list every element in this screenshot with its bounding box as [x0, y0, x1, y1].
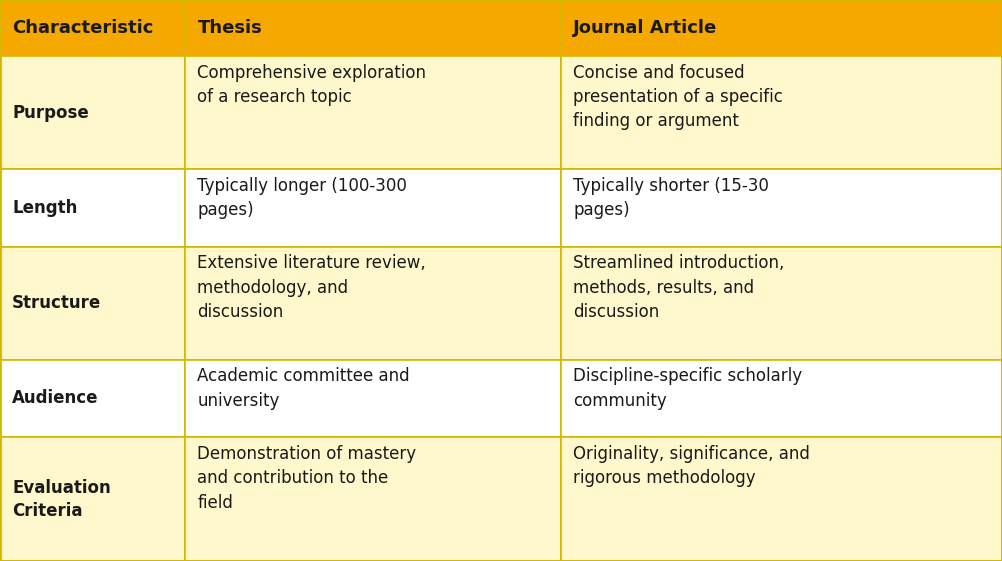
Polygon shape: [561, 0, 1002, 56]
Polygon shape: [561, 247, 1002, 360]
Text: Discipline-specific scholarly
community: Discipline-specific scholarly community: [573, 367, 803, 410]
Text: Structure: Structure: [12, 294, 101, 312]
Polygon shape: [561, 56, 1002, 169]
Text: Characteristic: Characteristic: [12, 19, 153, 37]
Text: Typically shorter (15-30
pages): Typically shorter (15-30 pages): [573, 177, 769, 219]
Polygon shape: [0, 360, 185, 437]
Polygon shape: [185, 169, 561, 247]
Polygon shape: [0, 169, 185, 247]
Text: Evaluation
Criteria: Evaluation Criteria: [12, 479, 111, 519]
Text: Purpose: Purpose: [12, 104, 89, 122]
Polygon shape: [185, 437, 561, 561]
Text: Typically longer (100-300
pages): Typically longer (100-300 pages): [197, 177, 407, 219]
Text: Length: Length: [12, 199, 77, 217]
Polygon shape: [185, 360, 561, 437]
Text: Extensive literature review,
methodology, and
discussion: Extensive literature review, methodology…: [197, 255, 426, 321]
Polygon shape: [185, 56, 561, 169]
Polygon shape: [561, 437, 1002, 561]
Polygon shape: [561, 169, 1002, 247]
Text: Demonstration of mastery
and contribution to the
field: Demonstration of mastery and contributio…: [197, 445, 417, 512]
Polygon shape: [0, 56, 185, 169]
Polygon shape: [0, 437, 185, 561]
Text: Audience: Audience: [12, 389, 98, 407]
Polygon shape: [0, 0, 185, 56]
Polygon shape: [0, 247, 185, 360]
Text: Journal Article: Journal Article: [573, 19, 717, 37]
Text: Streamlined introduction,
methods, results, and
discussion: Streamlined introduction, methods, resul…: [573, 255, 785, 321]
Text: Thesis: Thesis: [197, 19, 263, 37]
Polygon shape: [185, 0, 561, 56]
Text: Comprehensive exploration
of a research topic: Comprehensive exploration of a research …: [197, 64, 427, 106]
Polygon shape: [561, 360, 1002, 437]
Text: Concise and focused
presentation of a specific
finding or argument: Concise and focused presentation of a sp…: [573, 64, 783, 131]
Text: Academic committee and
university: Academic committee and university: [197, 367, 410, 410]
Polygon shape: [185, 247, 561, 360]
Text: Originality, significance, and
rigorous methodology: Originality, significance, and rigorous …: [573, 445, 810, 488]
